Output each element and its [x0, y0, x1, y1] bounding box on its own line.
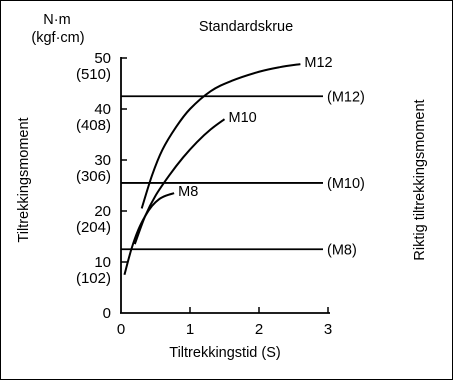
y-secondary-tick-label: (102) — [76, 270, 111, 287]
reference-line-label: (M8) — [327, 242, 357, 258]
reference-line-label: (M12) — [327, 89, 365, 105]
reference-lines: (M12) (M10) (M8) — [121, 89, 365, 258]
chart-title: Standardskrue — [199, 19, 293, 35]
y-tick-label: 30 — [94, 152, 111, 169]
y-secondary-tick-label: (306) — [76, 168, 111, 185]
y-tick-label: 20 — [94, 203, 111, 220]
series-line-m8 — [123, 192, 175, 276]
right-axis-label: Riktig tiltrekkingsmoment — [412, 99, 428, 260]
y-tick-label: 0 — [103, 305, 111, 322]
x-tick-label: 2 — [255, 321, 263, 338]
y-secondary-tick-label: (204) — [76, 219, 111, 236]
y-tick-label: 10 — [94, 254, 111, 271]
x-axis-label: Tiltrekkingstid (S) — [169, 345, 280, 361]
series-line-m12 — [140, 63, 301, 209]
y-unit-label: N·m — [43, 12, 70, 28]
series-label-m8: M8 — [178, 184, 198, 200]
x-tick-label: 1 — [186, 321, 194, 338]
series-line-m10 — [133, 118, 226, 245]
y-axis-label: Tiltrekkingsmoment — [16, 117, 32, 242]
x-tick-label: 3 — [324, 321, 332, 338]
y-secondary-tick-label: (408) — [76, 117, 111, 134]
y-tick-label: 40 — [94, 101, 111, 118]
reference-line-label: (M10) — [327, 176, 365, 192]
y-tick-label: 50 — [94, 50, 111, 67]
series: M12 M10 M8 — [123, 55, 333, 276]
y-secondary-tick-label: (510) — [76, 66, 111, 83]
x-tick-label: 0 — [117, 321, 125, 338]
series-label-m12: M12 — [304, 55, 332, 71]
y-unit-sub-label: (kgf·cm) — [31, 30, 84, 46]
series-label-m10: M10 — [229, 110, 257, 126]
ticks: 0 10 20 30 40 50 (102) (204) (306) (408) (510) 0 1 2 3 — [76, 50, 332, 338]
